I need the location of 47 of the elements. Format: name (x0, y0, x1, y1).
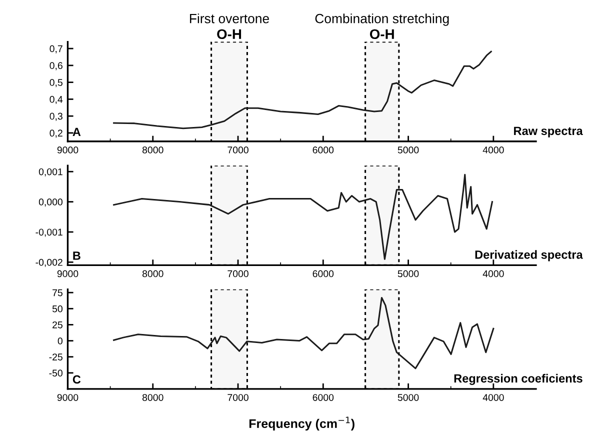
x-tick-label: 7000 (228, 146, 248, 154)
x-tick-label: 8000 (142, 146, 164, 154)
y-tick-label: 0,6 (50, 62, 62, 70)
x-tick-label: 4000 (482, 394, 504, 401)
x-tick-label: 5000 (398, 146, 419, 154)
y-tick-label: 50 (52, 305, 62, 312)
band-label: O-H (370, 29, 394, 40)
x-tick-label: 8000 (142, 270, 164, 278)
y-tick-label: -25 (49, 354, 62, 360)
x-axis-title: Frequency (cm$^{−1}$) (249, 416, 354, 431)
y-tick-label: -0,001 (36, 228, 62, 237)
x-tick-label: 6000 (312, 146, 334, 154)
x-tick-label: 7000 (228, 394, 248, 401)
y-tick-label: 0,4 (50, 96, 63, 104)
line-series (113, 50, 492, 130)
text: First overtone (190, 14, 269, 24)
band-label: O-H (217, 29, 242, 40)
y-tick-label: -0,002 (36, 258, 62, 267)
y-tick-label: 0,001 (38, 168, 62, 176)
text: Raw spectra (514, 126, 583, 138)
annotation: A (72, 128, 81, 136)
y-tick-label: 75 (52, 289, 62, 296)
x-tick-label: 9000 (57, 146, 78, 154)
x-tick-label: 6000 (312, 394, 334, 401)
y-tick-label: 0,2 (50, 130, 62, 138)
y-tick-label: 0,3 (50, 112, 62, 121)
y-tick-label: 0,5 (50, 79, 62, 88)
x-tick-label: 9000 (57, 270, 78, 278)
x-tick-label: 9000 (57, 394, 78, 401)
y-tick-label: 0,7 (50, 45, 62, 54)
x-tick-label: 4000 (482, 146, 504, 154)
x-tick-label: 7000 (228, 270, 248, 278)
y-tick-label: -50 (49, 370, 62, 377)
text: Derivatized spectra (475, 250, 583, 262)
x-tick-label: 6000 (312, 270, 334, 278)
x-tick-label: 5000 (398, 394, 419, 401)
annotation: C (72, 375, 81, 384)
x-tick-label: 5000 (398, 270, 419, 278)
text: Combination stretching (315, 14, 449, 26)
x-tick-label: 8000 (142, 394, 164, 401)
y-tick-label: 0,000 (38, 198, 62, 207)
line-series (113, 296, 494, 370)
y-tick-label: 0 (58, 338, 62, 344)
y-tick-label: 25 (52, 321, 62, 328)
text: Regression coeficients (454, 374, 582, 385)
annotation: B (73, 252, 80, 260)
x-tick-label: 4000 (482, 270, 504, 278)
